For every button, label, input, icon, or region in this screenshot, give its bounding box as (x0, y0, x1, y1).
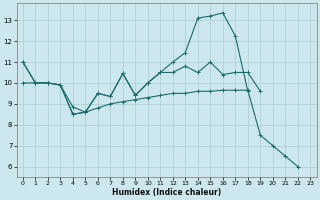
X-axis label: Humidex (Indice chaleur): Humidex (Indice chaleur) (112, 188, 221, 197)
